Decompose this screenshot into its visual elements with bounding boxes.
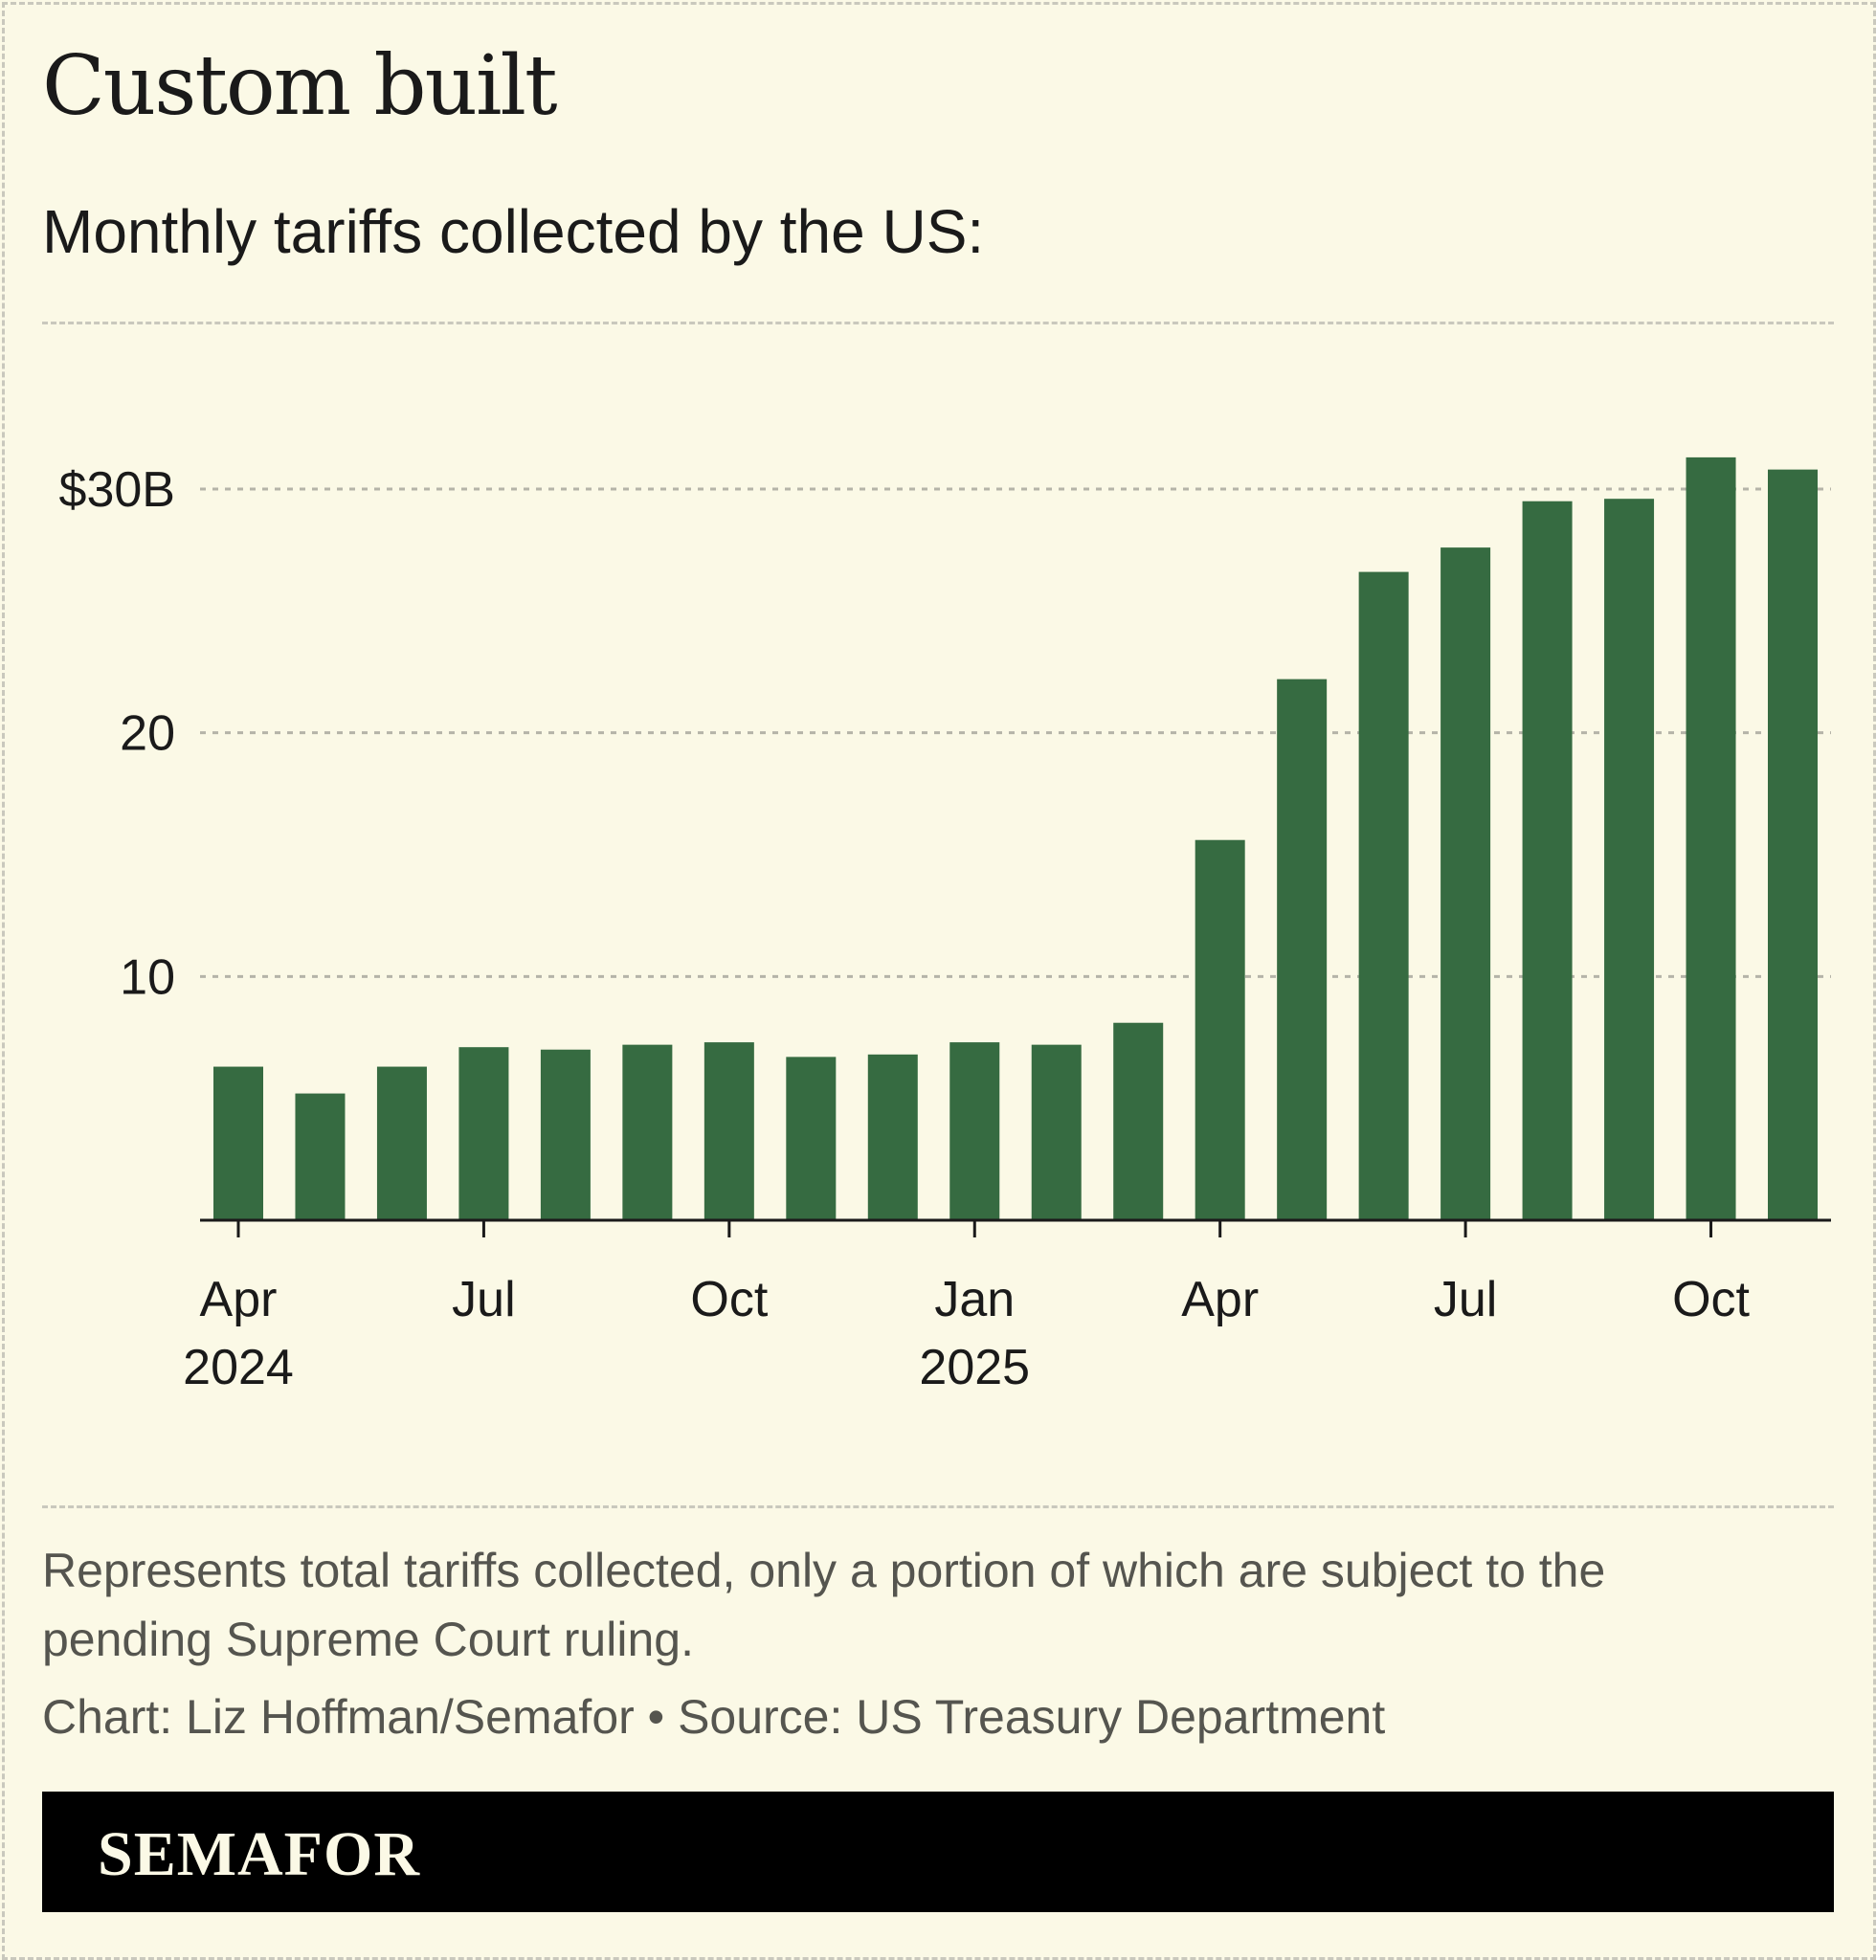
- bar-jan-2025: [949, 1042, 1000, 1220]
- bar-apr-2024: [213, 1066, 263, 1220]
- bar-oct-2024: [704, 1042, 754, 1220]
- bar-may-2024: [295, 1093, 346, 1220]
- bar-may-2025: [1277, 679, 1328, 1220]
- chart-subtitle: Monthly tariffs collected by the US:: [42, 197, 985, 266]
- y-tick-label: 10: [120, 949, 175, 1005]
- bar-aug-2024: [540, 1049, 591, 1220]
- divider-top: [42, 322, 1834, 324]
- bar-sep-2025: [1604, 499, 1655, 1220]
- x-tick-year: 2025: [919, 1340, 1030, 1395]
- bar-nov-2025: [1768, 469, 1818, 1220]
- bar-mar-2025: [1113, 1022, 1164, 1220]
- bar-jul-2024: [458, 1047, 509, 1220]
- x-tick-label: Oct: [1672, 1272, 1750, 1327]
- chart-note: Represents total tariffs collected, only…: [42, 1544, 1606, 1666]
- bar-jul-2025: [1440, 547, 1491, 1220]
- x-tick-label: Jul: [452, 1272, 515, 1327]
- x-tick-label: Apr: [1181, 1272, 1259, 1327]
- bar-chart: 10 20 $30B Apr 2024 Jul Oct Jan 2025 Apr Jul Oct: [59, 457, 1831, 1395]
- chart-credit: Chart: Liz Hoffman/Semafor • Source: US …: [42, 1690, 1386, 1744]
- brand-bar: SEMAFOR: [42, 1792, 1834, 1912]
- bar-jun-2024: [376, 1066, 427, 1220]
- semafor-logo: SEMAFOR: [98, 1819, 420, 1889]
- x-tick-label: Apr: [200, 1272, 278, 1327]
- bar-feb-2025: [1031, 1044, 1082, 1220]
- bar-apr-2025: [1195, 839, 1245, 1220]
- bar-jun-2025: [1358, 571, 1409, 1220]
- x-tick-label: Jan: [934, 1272, 1015, 1327]
- bar-nov-2024: [786, 1057, 837, 1220]
- bar-oct-2025: [1686, 457, 1736, 1221]
- y-tick-label: $30B: [59, 462, 175, 518]
- bar-dec-2024: [867, 1054, 918, 1220]
- bar-sep-2024: [622, 1044, 673, 1220]
- x-tick-label: Oct: [690, 1272, 768, 1327]
- chart-title: Custom built: [42, 38, 558, 134]
- y-tick-label: 20: [120, 706, 175, 762]
- x-tick-year: 2024: [183, 1340, 294, 1395]
- bar-aug-2025: [1522, 501, 1573, 1220]
- x-tick-label: Jul: [1434, 1272, 1497, 1327]
- divider-bottom: [42, 1505, 1834, 1508]
